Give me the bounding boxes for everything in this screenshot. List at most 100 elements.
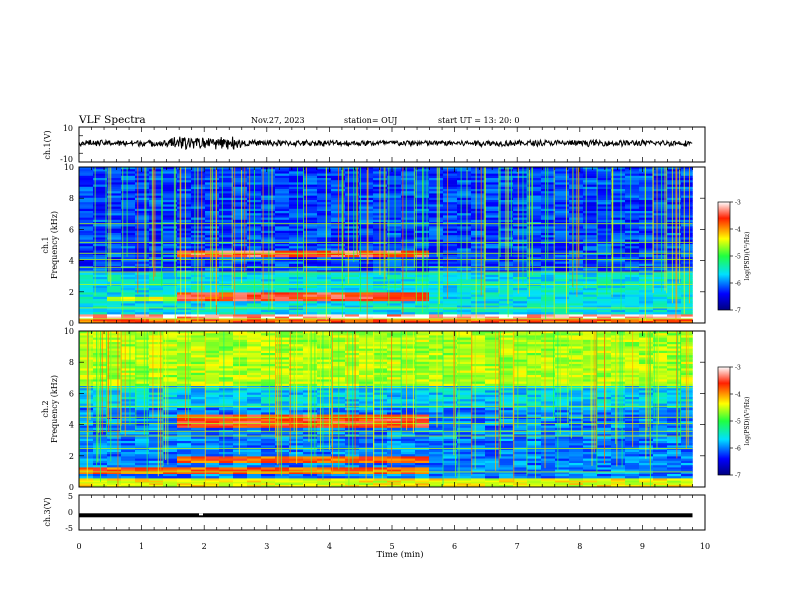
spectrogram-cell bbox=[233, 318, 248, 322]
spectrogram-cell bbox=[401, 191, 416, 194]
spectrogram-cell bbox=[177, 368, 192, 371]
spectrogram-cell bbox=[555, 246, 570, 249]
spectrogram-cell bbox=[303, 292, 318, 295]
spectrogram-cell bbox=[345, 285, 360, 289]
spectrogram-cell bbox=[485, 337, 500, 341]
spectrogram-cell bbox=[107, 268, 122, 271]
spectrogram-cell bbox=[387, 388, 402, 391]
spectrogram-cell bbox=[303, 189, 318, 192]
spectrogram-cell bbox=[597, 211, 612, 214]
spectrogram-cell bbox=[331, 350, 346, 354]
spectrogram-cell bbox=[93, 257, 108, 260]
spectrogram-cell bbox=[527, 206, 542, 210]
spectrogram-cell bbox=[499, 277, 514, 280]
spectrogram-cell bbox=[233, 348, 248, 352]
spectrogram-cell bbox=[135, 252, 150, 256]
spectrogram-cell bbox=[205, 342, 220, 345]
spectrogram-sferic bbox=[438, 167, 440, 304]
spectrogram-cell bbox=[555, 252, 570, 256]
spectrogram-sferic bbox=[426, 167, 428, 309]
spectrogram-cell bbox=[443, 263, 458, 267]
spectrogram-cell bbox=[471, 178, 486, 181]
spectrogram-cell bbox=[639, 213, 654, 216]
spectrogram-cell bbox=[597, 244, 612, 247]
spectrogram-sferic bbox=[379, 167, 381, 276]
spectrogram-cell bbox=[261, 186, 276, 190]
spectrogram-cell bbox=[597, 252, 612, 256]
spectrogram-cell bbox=[471, 217, 486, 221]
spectrogram-cell bbox=[457, 310, 472, 313]
spectrogram-cell bbox=[611, 290, 626, 293]
spectrogram-cell bbox=[233, 364, 248, 367]
spectrogram-cell bbox=[555, 213, 570, 216]
spectrogram-cell bbox=[457, 372, 472, 376]
spectrogram-cell bbox=[429, 277, 444, 280]
spectrogram-cell bbox=[471, 383, 486, 387]
spectrogram-cell bbox=[625, 244, 640, 247]
spectrogram-cell bbox=[233, 206, 248, 210]
spectrogram-cell bbox=[233, 219, 248, 223]
spectrogram-cell bbox=[177, 370, 192, 374]
spectrogram-sferic bbox=[342, 167, 344, 257]
spectrogram-cell bbox=[205, 321, 220, 324]
spectrogram-cell bbox=[177, 339, 192, 343]
spectrogram-cell bbox=[555, 211, 570, 214]
spectrogram-cell bbox=[261, 224, 276, 227]
spectrogram-cell bbox=[625, 307, 640, 311]
spectrogram-cell bbox=[569, 173, 584, 177]
spectrogram-cell bbox=[513, 303, 528, 306]
spectrogram-cell bbox=[331, 303, 346, 306]
spectrogram-cell bbox=[569, 211, 584, 214]
spectrogram-cell bbox=[177, 344, 192, 347]
spectrogram-cell bbox=[555, 296, 570, 300]
spectrogram-cell bbox=[443, 292, 458, 295]
spectrogram-cell bbox=[303, 197, 318, 201]
spectrogram-cell bbox=[135, 178, 150, 181]
spectrogram-cell bbox=[583, 401, 598, 404]
spectrogram-cell bbox=[387, 285, 402, 289]
spectrogram-cell bbox=[219, 337, 234, 341]
spectrogram-cell bbox=[177, 197, 192, 201]
spectrogram-cell bbox=[205, 368, 220, 371]
spectrogram-cell bbox=[541, 368, 556, 371]
spectrogram-cell bbox=[233, 279, 248, 282]
spectrogram-cell bbox=[79, 348, 94, 352]
spectrogram-cell bbox=[681, 239, 693, 243]
spectrogram-cell bbox=[611, 350, 626, 354]
spectrogram-line bbox=[79, 266, 693, 268]
spectrogram-cell bbox=[177, 288, 192, 291]
spectrogram-cell bbox=[331, 274, 346, 278]
spectrogram-cell bbox=[107, 307, 122, 311]
spectrogram-sferic bbox=[383, 167, 385, 290]
spectrogram-cell bbox=[359, 316, 374, 320]
spectrogram-cell bbox=[163, 305, 178, 309]
spectrogram-cell bbox=[681, 321, 693, 324]
spectrogram-cell bbox=[499, 335, 514, 338]
spectrogram-cell bbox=[233, 342, 248, 345]
spectrogram-cell bbox=[513, 224, 528, 227]
spectrogram-cell bbox=[233, 379, 248, 382]
spectrogram-cell bbox=[261, 377, 276, 380]
spectrogram-cell bbox=[457, 337, 472, 341]
spectrogram-cell bbox=[625, 263, 640, 267]
spectrogram-cell bbox=[93, 186, 108, 190]
spectrogram-cell bbox=[135, 226, 150, 229]
spectrogram-cell bbox=[513, 255, 528, 258]
spectrogram-cell bbox=[625, 268, 640, 271]
spectrogram-cell bbox=[317, 200, 332, 203]
spectrogram-cell bbox=[317, 294, 332, 298]
spectrogram-cell bbox=[163, 224, 178, 227]
spectrogram-cell bbox=[359, 206, 374, 210]
spectrogram-cell bbox=[625, 178, 640, 181]
spectrogram-cell bbox=[639, 244, 654, 247]
spectrogram-cell bbox=[639, 250, 654, 254]
spectrogram-cell bbox=[303, 299, 318, 302]
spectrogram-cell bbox=[79, 285, 94, 289]
spectrogram-cell bbox=[625, 228, 640, 232]
spectrogram-cell bbox=[261, 401, 276, 404]
spectrogram-cell bbox=[681, 310, 693, 313]
spectrogram-cell bbox=[597, 175, 612, 179]
spectrogram-cell bbox=[289, 257, 304, 260]
spectrogram-cell bbox=[513, 372, 528, 376]
spectrogram-cell bbox=[149, 357, 164, 360]
